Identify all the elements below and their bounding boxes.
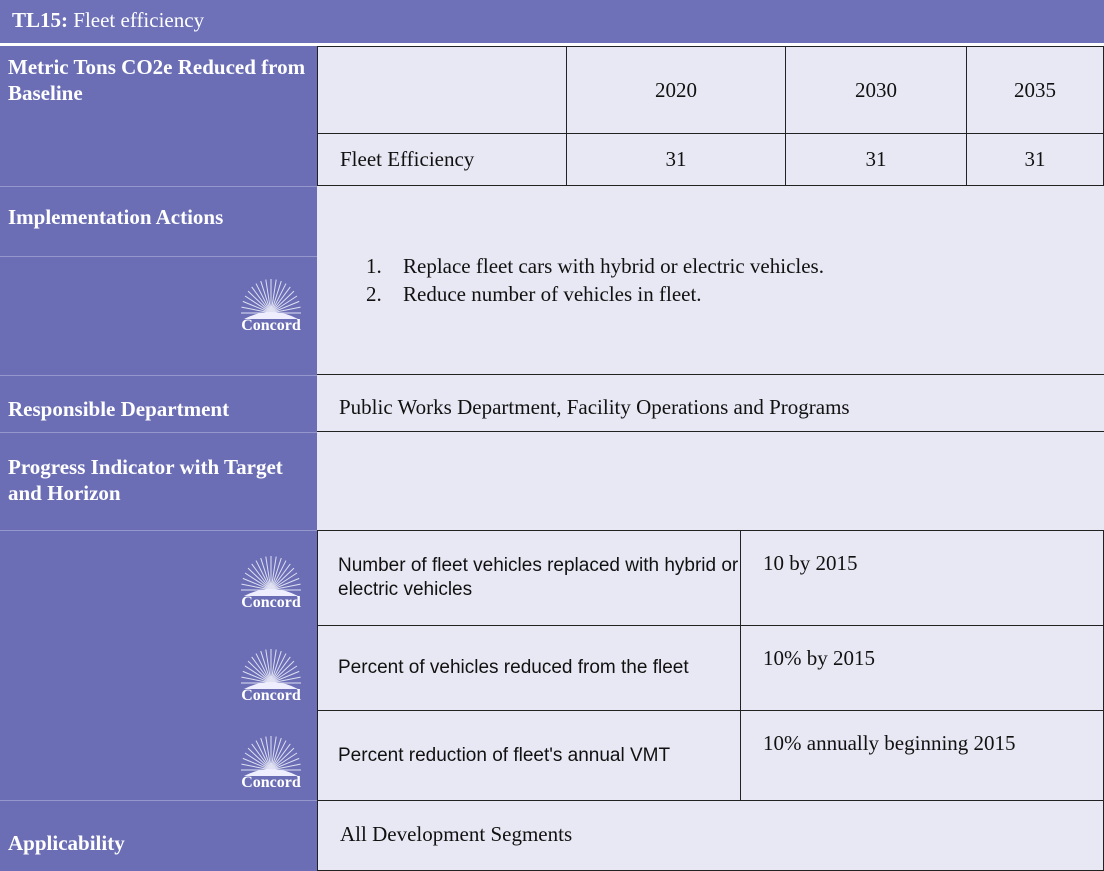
action: Reduce number of vehicles in fleet. [387,280,824,308]
metric-area [317,46,1104,186]
title-text: Fleet efficiency [73,8,205,32]
responsible-text: Public Works Department, Facility Operat… [317,375,1104,432]
divider [0,800,317,801]
value: 31 [966,133,1104,186]
title-code: TL15: [12,8,69,32]
value: 31 [566,133,786,186]
progress-header [317,432,1104,530]
indicator: Number of fleet vehicles replaced with h… [317,530,741,626]
applicability-text: All Development Segments [317,800,1104,871]
row-name: Fleet Efficiency [317,133,567,186]
title-bar: TL15: Fleet efficiency [0,0,1104,46]
year: 2020 [566,46,786,134]
concord-logo: Concord [241,279,301,334]
implementation-label: Implementation Actions [0,196,317,230]
target: 10% annually beginning 2015 [740,710,1104,801]
logo-text: Concord [241,594,301,611]
target: 10% by 2015 [740,625,1104,711]
year: 2035 [966,46,1104,134]
logo-text: Concord [241,687,301,704]
actions-area: Replace fleet cars with hybrid or electr… [317,186,1104,375]
indicator: Percent of vehicles reduced from the fle… [317,625,741,711]
divider [0,186,317,187]
metric-corner [317,46,567,134]
metric-label: Metric Tons CO2e Reduced from Baseline [0,46,317,106]
progress-label: Progress Indicator with Target and Horiz… [0,446,300,506]
logo-text: Concord [241,317,301,334]
responsible-label: Responsible Department [0,388,317,422]
divider [0,375,317,376]
divider [0,432,317,433]
action: Replace fleet cars with hybrid or electr… [387,252,824,280]
divider [0,256,317,257]
target: 10 by 2015 [740,530,1104,626]
logo-text: Concord [241,774,301,791]
applicability-label: Applicability [0,822,317,856]
actions-list: Replace fleet cars with hybrid or electr… [317,252,824,308]
indicator: Percent reduction of fleet's annual VMT [317,710,741,801]
concord-logo: Concord [241,736,301,791]
value: 31 [785,133,967,186]
divider [0,530,317,531]
concord-logo: Concord [241,556,301,611]
concord-logo: Concord [241,649,301,704]
year: 2030 [785,46,967,134]
